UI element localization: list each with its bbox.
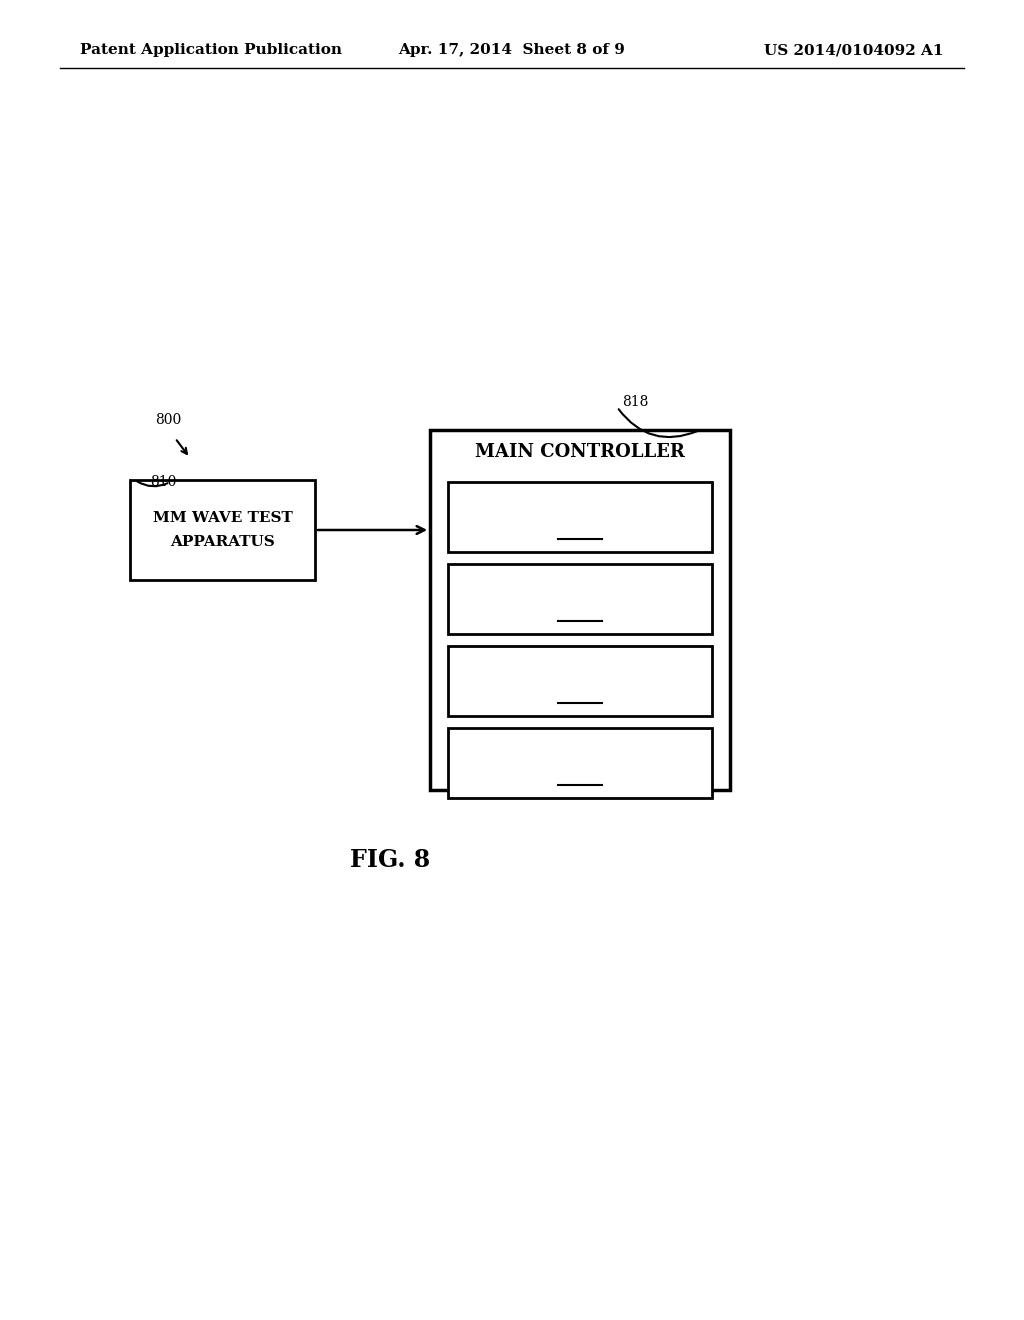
Bar: [130, 480, 315, 579]
Text: Patent Application Publication: Patent Application Publication: [80, 44, 342, 57]
Text: MEMORY: MEMORY: [536, 499, 625, 516]
Text: USER INTERFACE: USER INTERFACE: [495, 744, 666, 762]
Text: 826: 826: [562, 767, 597, 784]
Text: 822: 822: [562, 602, 597, 619]
Bar: [449, 564, 712, 634]
Text: MM WAVE TEST: MM WAVE TEST: [153, 511, 293, 525]
Text: 800: 800: [155, 413, 181, 426]
Text: Apr. 17, 2014  Sheet 8 of 9: Apr. 17, 2014 Sheet 8 of 9: [398, 44, 626, 57]
Bar: [449, 482, 712, 552]
Bar: [449, 645, 712, 715]
Text: DISPLAY: DISPLAY: [539, 663, 622, 680]
Text: 820: 820: [562, 520, 597, 537]
Text: MAIN CONTROLLER: MAIN CONTROLLER: [475, 444, 685, 461]
Text: US 2014/0104092 A1: US 2014/0104092 A1: [765, 44, 944, 57]
Bar: [430, 430, 730, 789]
Text: PROCESSOR: PROCESSOR: [520, 581, 639, 598]
Text: 824: 824: [562, 685, 597, 701]
Text: 818: 818: [622, 395, 648, 409]
Bar: [449, 729, 712, 799]
Text: APPARATUS: APPARATUS: [170, 535, 274, 549]
Text: 810: 810: [150, 475, 176, 488]
Text: FIG. 8: FIG. 8: [350, 847, 430, 873]
